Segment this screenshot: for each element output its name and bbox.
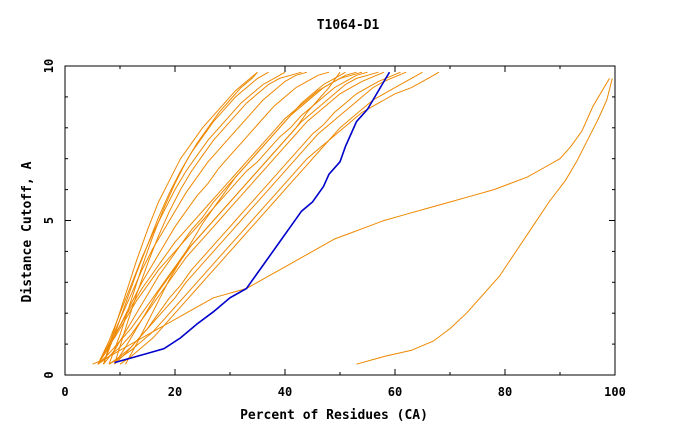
model-series-line-1 [97, 71, 385, 365]
model-series-line-15 [114, 71, 379, 365]
model-series-line-3 [103, 71, 346, 365]
model-series-line-6 [97, 71, 286, 365]
model-series-line-12 [108, 71, 407, 365]
model-series-line-19 [356, 78, 613, 365]
model-series-line-16 [97, 71, 363, 365]
chart-title: T1064-D1 [317, 18, 380, 33]
x-tick-label: 100 [604, 385, 626, 399]
y-axis-label: Distance Cutoff, A [20, 161, 35, 302]
plot-area [92, 71, 616, 365]
x-tick-label: 80 [498, 385, 512, 399]
model-series-line-4 [97, 71, 330, 365]
axis-ticks: 0 20 40 60 80 100 0 5 10 [42, 59, 626, 399]
x-tick-label: 40 [278, 385, 292, 399]
y-tick-label: 10 [42, 59, 56, 73]
model-series-line-5 [97, 71, 308, 365]
y-tick-label: 0 [42, 371, 56, 378]
model-series-line-14 [108, 71, 440, 365]
model-series-line-20 [92, 78, 610, 365]
model-series-line-13 [119, 71, 423, 365]
model-series-line-9 [103, 71, 258, 365]
model-series-line-18 [125, 71, 357, 365]
highlight-series-line [114, 71, 391, 364]
model-series-line-11 [114, 71, 401, 365]
x-tick-label: 0 [61, 385, 68, 399]
model-series-line-17 [114, 71, 302, 365]
x-tick-label: 20 [168, 385, 182, 399]
x-tick-label: 60 [388, 385, 402, 399]
y-tick-label: 5 [42, 217, 56, 224]
x-axis-label: Percent of Residues (CA) [240, 408, 428, 423]
model-series-line-2 [97, 71, 368, 365]
model-series-line-8 [108, 71, 258, 365]
